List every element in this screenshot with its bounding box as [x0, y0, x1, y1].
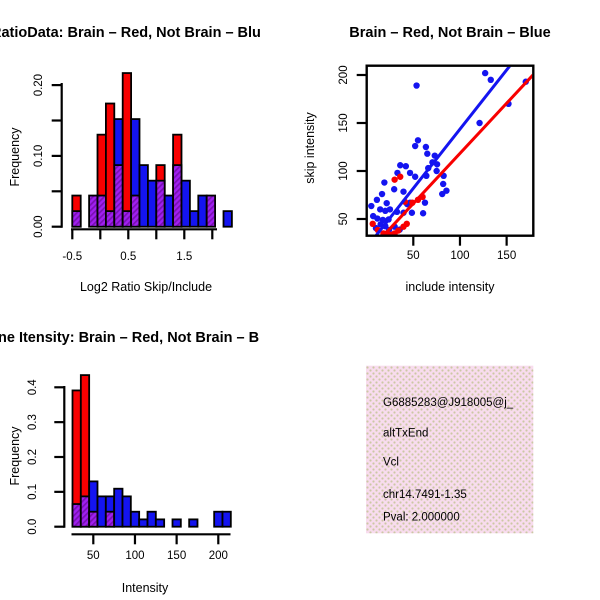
gene-intensity-histogram-panel: 0.0 0.1 0.2 0.3 0.4 50 100 150 200: [27, 374, 232, 562]
info-gene-id: G6885283@J918005@j_: [383, 397, 514, 409]
intensity-scatter-panel: 50 100 150 50 100 150 200: [338, 64, 535, 262]
svg-text:0.5: 0.5: [120, 251, 136, 263]
scatter-title: Brain – Red, Not Brain – Blue: [349, 25, 550, 41]
info-panel: G6885283@J918005@j_ altTxEnd Vcl chr14.7…: [366, 365, 534, 534]
svg-text:0.2: 0.2: [27, 449, 39, 465]
svg-text:50: 50: [87, 550, 100, 562]
svg-text:150: 150: [497, 250, 516, 262]
gene-hist-ylabel: Frequency: [8, 426, 22, 486]
svg-text:0.1: 0.1: [27, 484, 39, 500]
svg-text:100: 100: [450, 250, 469, 262]
scatter-ylabel: skip intensity: [303, 111, 317, 183]
svg-text:150: 150: [167, 550, 186, 562]
svg-text:1.5: 1.5: [176, 251, 192, 263]
svg-text:0.20: 0.20: [33, 74, 45, 96]
svg-text:150: 150: [338, 113, 350, 132]
svg-text:50: 50: [407, 250, 420, 262]
ratio-hist-ylabel: Frequency: [8, 127, 22, 187]
svg-text:200: 200: [338, 65, 350, 84]
svg-text:0.4: 0.4: [27, 379, 39, 396]
scatter-xlabel: include intensity: [406, 280, 496, 294]
info-pval: Pval: 2.000000: [383, 512, 460, 524]
ratio-hist-title: RatioData: Brain – Red, Not Brain – Blu: [0, 25, 261, 41]
info-event-type: altTxEnd: [383, 428, 428, 440]
ratio-histogram-panel: 0.00 0.10 0.20 -0.5 0.5 1.5: [33, 72, 233, 263]
svg-text:0.0: 0.0: [27, 519, 39, 535]
svg-text:-0.5: -0.5: [62, 251, 82, 263]
svg-text:200: 200: [209, 550, 228, 562]
info-panel-background: [366, 365, 534, 534]
svg-text:100: 100: [125, 550, 144, 562]
info-locus: chr14.7491-1.35: [383, 489, 467, 501]
svg-text:0.00: 0.00: [33, 216, 45, 238]
svg-text:0.3: 0.3: [27, 414, 39, 430]
ratio-hist-xlabel: Log2 Ratio Skip/Include: [80, 280, 212, 294]
svg-text:100: 100: [338, 161, 350, 180]
svg-text:0.10: 0.10: [33, 145, 45, 167]
gene-hist-title: ne Itensity: Brain – Red, Not Brain – B: [0, 330, 259, 346]
gene-hist-xlabel: Intensity: [122, 581, 169, 595]
svg-text:50: 50: [338, 213, 350, 226]
info-gene-symbol: Vcl: [383, 457, 399, 469]
